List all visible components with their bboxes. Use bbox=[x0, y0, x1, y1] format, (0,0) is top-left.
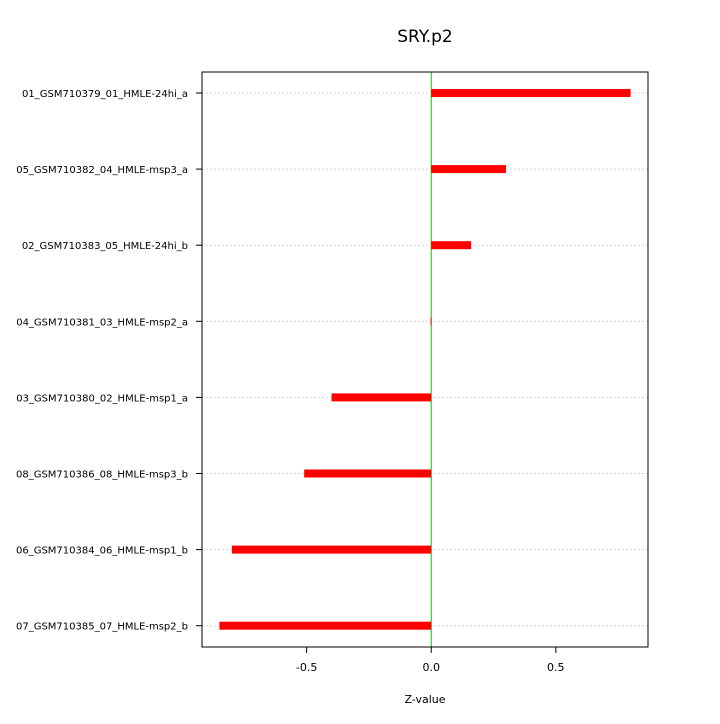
y-tick-label: 05_GSM710382_04_HMLE-msp3_a bbox=[16, 165, 188, 176]
y-axis-labels: 01_GSM710379_01_HMLE-24hi_a 05_GSM710382_… bbox=[16, 89, 202, 633]
bar bbox=[431, 241, 472, 250]
y-tick-label: 07_GSM710385_07_HMLE-msp2_b bbox=[16, 622, 188, 633]
bar bbox=[431, 165, 506, 174]
y-tick-label: 06_GSM710384_06_HMLE-msp1_b bbox=[16, 546, 188, 557]
bar bbox=[331, 393, 432, 402]
y-tick-label: 08_GSM710386_08_HMLE-msp3_b bbox=[16, 470, 188, 481]
bar bbox=[219, 621, 432, 630]
y-tick-label: 04_GSM710381_03_HMLE-msp2_a bbox=[16, 317, 188, 328]
x-tick-label: -0.5 bbox=[296, 661, 317, 674]
chart-title: SRY.p2 bbox=[397, 27, 452, 47]
bar bbox=[231, 545, 432, 554]
plot-frame bbox=[201, 71, 649, 648]
bar bbox=[431, 89, 631, 97]
bar bbox=[430, 317, 432, 326]
y-tick-label: 01_GSM710379_01_HMLE-24hi_a bbox=[22, 89, 188, 100]
x-axis-label: Z-value bbox=[404, 693, 445, 706]
x-axis: -0.5 0.0 0.5 bbox=[296, 646, 565, 674]
y-tick-label: 02_GSM710383_05_HMLE-24hi_b bbox=[22, 241, 188, 252]
bars bbox=[219, 89, 631, 630]
x-tick-label: 0.5 bbox=[547, 661, 565, 674]
y-tick-label: 03_GSM710380_02_HMLE-msp1_a bbox=[16, 393, 188, 404]
x-tick-label: 0.0 bbox=[422, 661, 440, 674]
bar bbox=[304, 469, 432, 478]
